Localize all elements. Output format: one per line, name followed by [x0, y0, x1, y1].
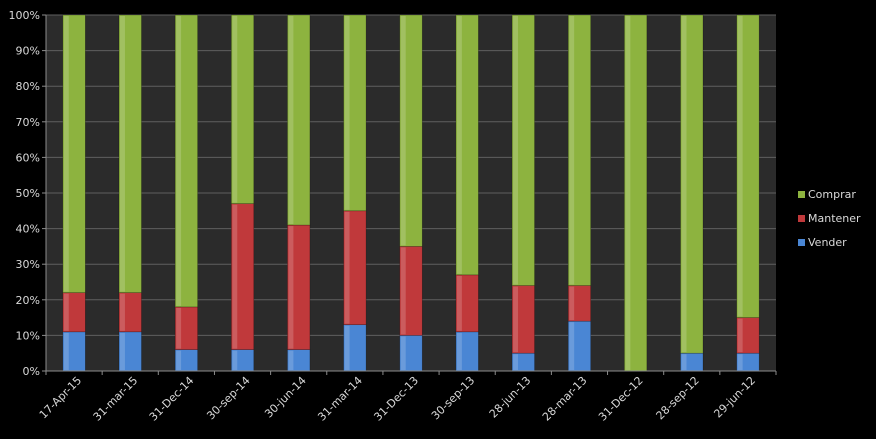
x-tick-label: 28-mar-13 — [540, 374, 590, 424]
bar-highlight — [120, 332, 125, 370]
bar-highlight — [63, 293, 69, 331]
bar-highlight — [120, 16, 125, 292]
bar-highlight — [400, 336, 406, 370]
legend-label-vender: Vender — [808, 236, 847, 249]
bar-highlight — [288, 350, 294, 370]
bar-highlight — [513, 286, 519, 353]
bar-highlight — [456, 16, 462, 274]
bar-segment-comprar — [174, 14, 198, 308]
bar-highlight — [344, 325, 350, 370]
bar-highlight — [737, 16, 743, 317]
bar-highlight — [63, 332, 69, 370]
bar-highlight — [737, 318, 743, 353]
bar-highlight — [400, 247, 406, 335]
bar-segment-comprar — [399, 14, 423, 247]
bar-highlight — [344, 211, 350, 324]
bar-segment-comprar — [287, 14, 311, 226]
legend-swatch-comprar — [798, 191, 805, 198]
y-axis: 0% 10% 20% 30% 40% 50% 60% 70% 80% 90% 100% — [9, 9, 47, 378]
bar-highlight — [288, 16, 294, 225]
y-tick-label: 10% — [16, 329, 40, 342]
bar-highlight — [681, 16, 687, 353]
legend: Comprar Mantener Vender — [798, 188, 861, 249]
bar-highlight — [120, 293, 125, 331]
bar-highlight — [400, 16, 406, 246]
bar-highlight — [737, 354, 743, 370]
legend-swatch-mantener — [798, 215, 805, 222]
bar-highlight — [569, 322, 575, 370]
bar-segment-comprar — [680, 14, 704, 354]
x-tick-label: 31-mar-14 — [315, 374, 365, 424]
bar-highlight — [176, 307, 182, 349]
bar-highlight — [176, 16, 182, 306]
bar-segment-comprar — [118, 14, 142, 293]
bars — [62, 14, 760, 372]
bar-segment-comprar — [736, 14, 760, 318]
y-tick-label: 30% — [16, 258, 40, 271]
bar-highlight — [513, 354, 519, 370]
bar-highlight — [569, 286, 575, 321]
y-tick-label: 20% — [16, 294, 40, 307]
y-tick-label: 50% — [16, 187, 40, 200]
x-tick-label: 30-sep-14 — [204, 374, 252, 422]
bar-highlight — [569, 16, 575, 285]
x-tick-label: 31-Dec-14 — [147, 374, 197, 424]
bar-segment-comprar — [511, 14, 535, 286]
bar-segment-comprar — [455, 14, 479, 276]
y-tick-label: 40% — [16, 223, 40, 236]
bar-highlight — [456, 332, 462, 370]
bar-highlight — [456, 275, 462, 331]
bar-highlight — [288, 226, 294, 349]
bar-highlight — [232, 16, 238, 203]
x-tick-label: 31-Dec-12 — [596, 374, 646, 424]
bar-highlight — [513, 16, 519, 285]
y-tick-label: 60% — [16, 151, 40, 164]
legend-swatch-vender — [798, 239, 805, 246]
bar-highlight — [681, 354, 687, 370]
x-axis: 17-Apr-15 31-mar-15 31-Dec-14 30-sep-14 30-j… — [37, 370, 777, 424]
y-tick-label: 90% — [16, 45, 40, 58]
bar-highlight — [63, 16, 69, 292]
bar-segment-comprar — [343, 14, 367, 212]
bar-highlight — [625, 16, 631, 370]
y-tick-label: 0% — [23, 365, 40, 378]
bar-segment-comprar — [567, 14, 591, 286]
x-tick-label: 17-Apr-15 — [37, 374, 84, 421]
bar-segment-comprar — [231, 14, 255, 204]
x-tick-label: 31-mar-15 — [91, 374, 141, 424]
x-tick-label: 28-jun-13 — [487, 374, 534, 421]
bar-highlight — [344, 16, 350, 210]
x-tick-label: 28-sep-12 — [654, 374, 702, 422]
bar-highlight — [232, 204, 238, 349]
bar-highlight — [176, 350, 182, 370]
y-tick-label: 70% — [16, 116, 40, 129]
y-tick-label: 100% — [9, 9, 40, 22]
x-tick-label: 30-jun-14 — [262, 374, 309, 421]
bar-highlight — [232, 350, 238, 370]
x-tick-label: 30-sep-13 — [429, 374, 477, 422]
x-tick-label: 31-Dec-13 — [371, 374, 421, 424]
y-tick-label: 80% — [16, 80, 40, 93]
legend-label-comprar: Comprar — [808, 188, 856, 201]
bar-segment-comprar — [62, 14, 86, 293]
legend-label-mantener: Mantener — [808, 212, 861, 225]
x-tick-label: 29-jun-12 — [711, 374, 758, 421]
